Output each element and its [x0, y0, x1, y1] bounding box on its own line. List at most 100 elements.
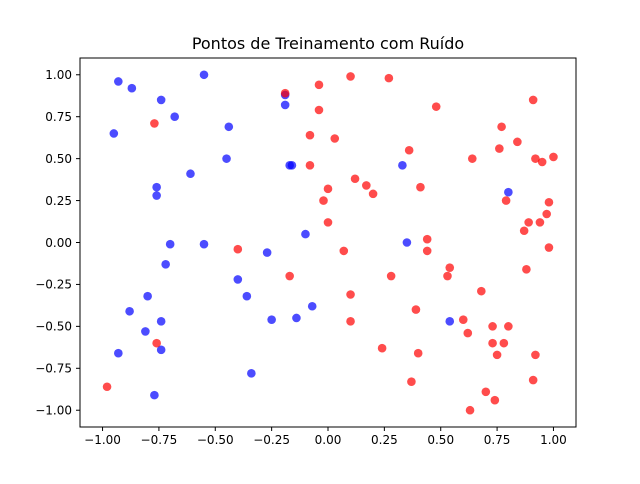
blue-point	[114, 77, 123, 86]
x-tick-label: 0.25	[371, 433, 398, 447]
red-point	[339, 246, 349, 256]
red-point	[285, 271, 294, 281]
blue-point	[247, 369, 256, 378]
red-point	[477, 286, 486, 296]
blue-point	[307, 301, 317, 311]
blue-point	[152, 191, 161, 200]
red-point	[386, 271, 396, 281]
red-point	[481, 387, 491, 397]
red-point	[488, 338, 497, 348]
blue-point	[402, 238, 412, 247]
red-point	[314, 105, 324, 115]
red-point	[531, 350, 540, 360]
blue-point	[161, 260, 170, 269]
red-point	[330, 134, 340, 143]
x-tick-label: 1.00	[540, 433, 567, 447]
red-point	[542, 209, 551, 219]
blue-point	[301, 229, 310, 239]
x-tick-label: 0.00	[315, 433, 342, 447]
red-point	[513, 137, 522, 147]
y-tick-label: −0.50	[35, 320, 72, 334]
blue-point	[398, 161, 407, 170]
red-point	[504, 322, 513, 331]
y-tick-label: 0.75	[45, 110, 72, 124]
x-tick-label: −0.50	[197, 433, 234, 447]
red-point	[490, 395, 500, 405]
red-point	[411, 305, 421, 314]
red-point	[152, 338, 161, 348]
red-point	[499, 338, 509, 348]
blue-point	[170, 112, 179, 121]
red-point	[368, 189, 378, 199]
red-point	[528, 95, 538, 105]
blue-point	[141, 327, 150, 336]
red-point	[305, 130, 315, 140]
red-point	[413, 348, 423, 358]
red-point	[495, 144, 504, 153]
blue-point	[150, 390, 159, 400]
red-point	[233, 244, 243, 254]
red-point	[280, 88, 290, 98]
blue-point	[156, 345, 166, 355]
blue-point	[125, 306, 134, 316]
red-point	[535, 218, 545, 227]
red-point	[416, 182, 425, 192]
red-point	[377, 343, 387, 353]
red-point	[522, 265, 531, 274]
blue-point	[199, 70, 209, 80]
x-tick-label: −0.75	[141, 433, 178, 447]
red-point	[501, 196, 511, 205]
blue-point	[114, 348, 123, 358]
blue-point	[152, 182, 161, 192]
red-point	[150, 119, 159, 128]
blue-point	[285, 161, 294, 170]
red-point	[323, 218, 333, 227]
points-layer	[102, 70, 558, 415]
x-tick-label: 0.50	[427, 433, 454, 447]
y-tick-label: −0.25	[35, 278, 72, 292]
red-point	[431, 102, 441, 111]
axes-layer: −1.00 −0.75 −0.50 −0.25 0.00 0.25 0.50 0.75 1.00…	[35, 57, 577, 447]
y-tick-label: 0.00	[45, 236, 72, 250]
red-point	[524, 218, 533, 227]
blue-point	[156, 95, 166, 105]
blue-point	[224, 122, 234, 132]
red-point	[346, 290, 355, 299]
blue-point	[233, 275, 243, 284]
blue-point	[504, 187, 513, 197]
x-tick-label: −1.00	[84, 433, 121, 447]
y-tick-label: 1.00	[45, 68, 72, 82]
blue-point	[292, 313, 301, 323]
blue-point	[222, 154, 231, 163]
red-point	[350, 174, 360, 184]
red-point	[544, 197, 554, 207]
red-point	[404, 145, 414, 155]
blue-point	[445, 317, 455, 326]
red-point	[497, 122, 506, 132]
red-point	[305, 161, 315, 170]
blue-point	[156, 317, 166, 326]
blue-point	[267, 315, 276, 324]
blue-point	[127, 83, 137, 93]
red-point	[544, 243, 554, 252]
x-tick-label: −0.25	[253, 433, 290, 447]
x-tick-label: 0.75	[484, 433, 511, 447]
red-point	[465, 405, 475, 415]
red-point	[102, 382, 112, 392]
y-tick-label: −0.75	[35, 362, 72, 376]
red-point	[443, 271, 452, 281]
red-point	[528, 375, 538, 385]
blue-point	[199, 239, 209, 249]
y-tick-label: 0.50	[45, 152, 72, 166]
blue-point	[165, 239, 175, 249]
blue-point	[109, 129, 119, 138]
red-point	[346, 317, 355, 326]
blue-point	[186, 169, 195, 179]
red-point	[463, 328, 473, 338]
blue-point	[143, 291, 152, 301]
y-tick-label: −1.00	[35, 404, 72, 418]
red-point	[319, 196, 328, 205]
